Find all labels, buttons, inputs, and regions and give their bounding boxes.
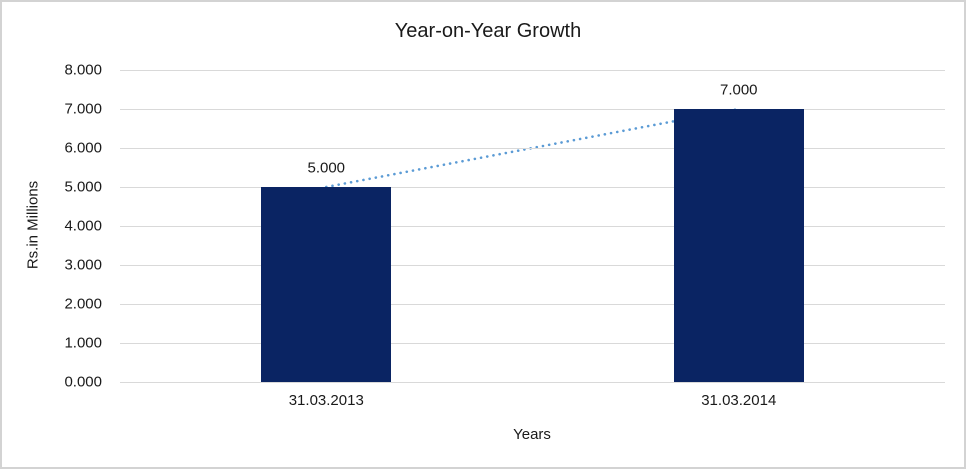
gridline bbox=[120, 382, 945, 383]
gridline bbox=[120, 70, 945, 71]
y-axis-tick-label: 3.000 bbox=[64, 256, 102, 274]
gridline bbox=[120, 109, 945, 110]
y-axis-tick-label: 8.000 bbox=[64, 61, 102, 79]
bar-value-label: 5.000 bbox=[307, 159, 346, 177]
y-axis-tick-label: 0.000 bbox=[64, 373, 102, 391]
x-axis-category-label: 31.03.2014 bbox=[701, 392, 777, 409]
gridline bbox=[120, 187, 945, 188]
x-axis-category-label: 31.03.2013 bbox=[288, 392, 364, 409]
chart-title: Year-on-Year Growth bbox=[394, 20, 582, 42]
gridline bbox=[120, 148, 945, 149]
bar-31.03.2013 bbox=[261, 187, 392, 382]
bar-value-label: 7.000 bbox=[719, 81, 758, 99]
y-axis-tick-label: 6.000 bbox=[64, 139, 102, 157]
y-axis-tick-label: 7.000 bbox=[64, 100, 102, 118]
bar-31.03.2014 bbox=[673, 109, 804, 382]
gridline bbox=[120, 226, 945, 227]
y-axis-tick-label: 5.000 bbox=[64, 178, 102, 196]
gridline bbox=[120, 304, 945, 305]
y-axis-tick-label: 4.000 bbox=[64, 217, 102, 235]
y-axis-tick-label: 1.000 bbox=[64, 334, 102, 352]
gridline bbox=[120, 343, 945, 344]
x-axis-title: Years bbox=[513, 426, 551, 443]
gridline bbox=[120, 265, 945, 266]
y-axis-tick-label: 2.000 bbox=[64, 295, 102, 313]
